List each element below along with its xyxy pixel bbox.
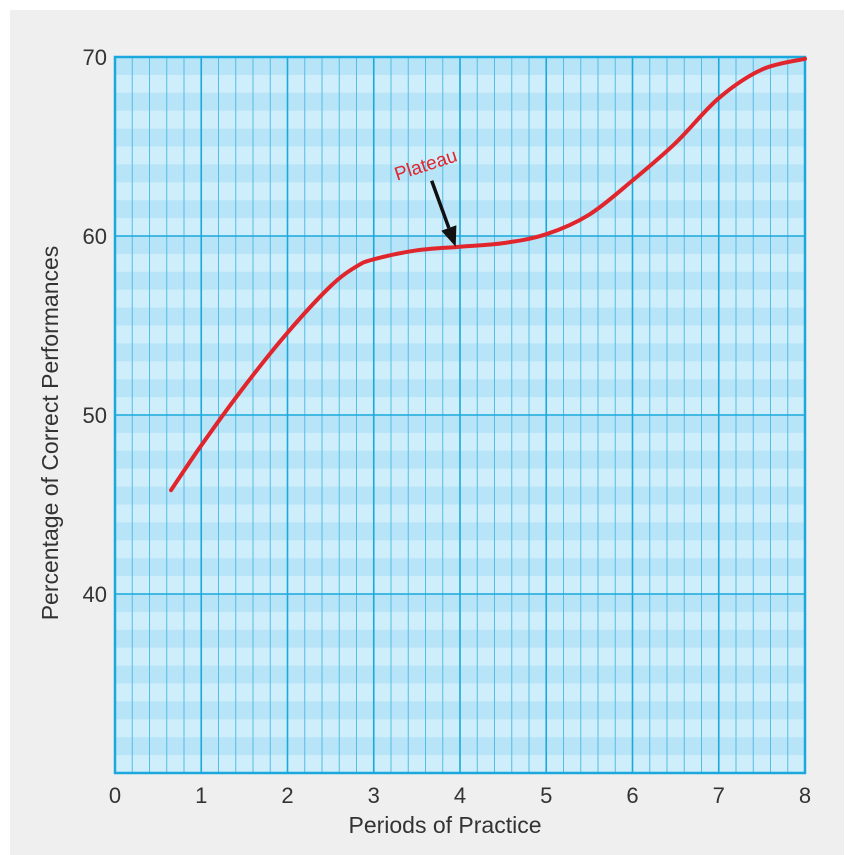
- x-tick-label: 3: [368, 783, 380, 808]
- x-tick-label: 4: [454, 783, 466, 808]
- x-tick-label: 6: [626, 783, 638, 808]
- plot-frame: [113, 55, 807, 775]
- annotation-arrow-shaft: [430, 180, 451, 229]
- y-tick-label: 60: [83, 224, 107, 249]
- plot-border: [113, 55, 807, 775]
- x-tick-label: 8: [799, 783, 811, 808]
- x-tick-label: 0: [109, 783, 121, 808]
- y-axis-title: Percentage of Correct Performances: [37, 246, 63, 621]
- x-tick-label: 7: [713, 783, 725, 808]
- y-tick-label: 40: [83, 582, 107, 607]
- y-tick-label: 50: [83, 403, 107, 428]
- x-tick-labels: 0 1 2 3 4 5 6 7 8: [109, 783, 811, 808]
- x-tick-label: 5: [540, 783, 552, 808]
- series-line: [169, 56, 807, 493]
- annotation-arrowhead: [441, 225, 457, 247]
- x-tick-label: 1: [195, 783, 207, 808]
- x-tick-label: 2: [281, 783, 293, 808]
- y-tick-label: 70: [83, 45, 107, 70]
- series-group: [169, 56, 807, 493]
- x-axis-title: Periods of Practice: [348, 812, 541, 838]
- y-tick-labels: 40 50 60 70: [83, 45, 107, 607]
